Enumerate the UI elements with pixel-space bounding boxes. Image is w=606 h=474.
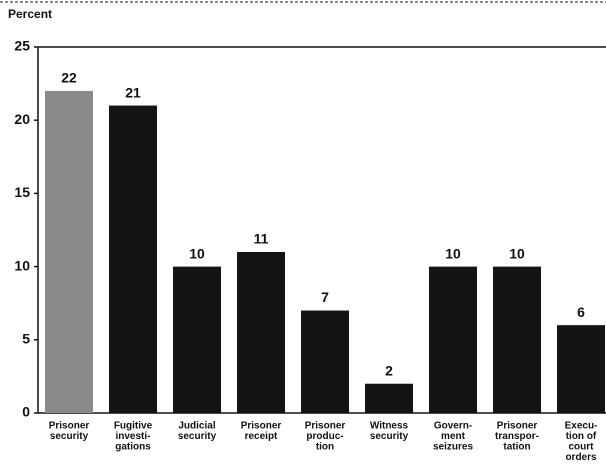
x-tick-label: security [178, 431, 217, 442]
y-axis-label: Percent [8, 7, 52, 21]
x-tick-label: receipt [245, 431, 278, 442]
x-tick-label: seizures [433, 442, 473, 453]
bar [45, 90, 93, 414]
y-tick-label: 25 [14, 38, 30, 54]
x-tick-label: investi- [115, 431, 150, 442]
y-tick-label: 15 [14, 184, 30, 200]
x-tick-label: tion [316, 442, 334, 453]
x-tick-label: Fugitive [114, 421, 153, 432]
value-label: 11 [254, 231, 269, 247]
value-label: 10 [509, 245, 525, 261]
value-label: 7 [321, 289, 329, 305]
y-tick-label: 0 [22, 404, 30, 420]
x-tick-label: security [370, 431, 409, 442]
x-tick-label: Judicial [178, 421, 215, 432]
x-tick-label: security [50, 431, 89, 442]
x-tick-label: orders [565, 452, 597, 463]
x-tick-label: Witness [370, 421, 409, 432]
value-label: 21 [125, 84, 141, 100]
x-tick-label: court [569, 442, 595, 453]
x-tick-label: transpor- [495, 431, 539, 442]
value-label: 2 [385, 362, 393, 378]
bar [173, 266, 221, 413]
x-tick-label: gations [115, 442, 151, 453]
value-label: 6 [577, 304, 585, 320]
x-tick-label: Prisoner [497, 421, 538, 432]
x-tick-label: Prisoner [241, 421, 282, 432]
bar [429, 266, 477, 413]
y-tick-label: 5 [22, 331, 30, 347]
x-tick-label: Execu- [565, 421, 598, 432]
y-tick-label: 20 [14, 111, 30, 127]
x-tick-label: Govern- [434, 421, 472, 432]
bar [237, 251, 285, 413]
x-tick-label: tion of [566, 431, 597, 442]
x-tick-label: ment [441, 431, 466, 442]
x-tick-label: tation [503, 442, 530, 453]
x-tick-label: Prisoner [49, 421, 90, 432]
bar [301, 310, 349, 413]
bar [365, 383, 413, 413]
bar [493, 266, 541, 413]
value-label: 22 [61, 70, 77, 86]
y-tick-label: 10 [14, 257, 30, 273]
value-label: 10 [189, 245, 205, 261]
x-tick-label: Prisoner [305, 421, 346, 432]
x-tick-label: produc- [306, 431, 343, 442]
value-label: 10 [445, 245, 461, 261]
bar [557, 325, 605, 413]
bar [109, 105, 157, 413]
